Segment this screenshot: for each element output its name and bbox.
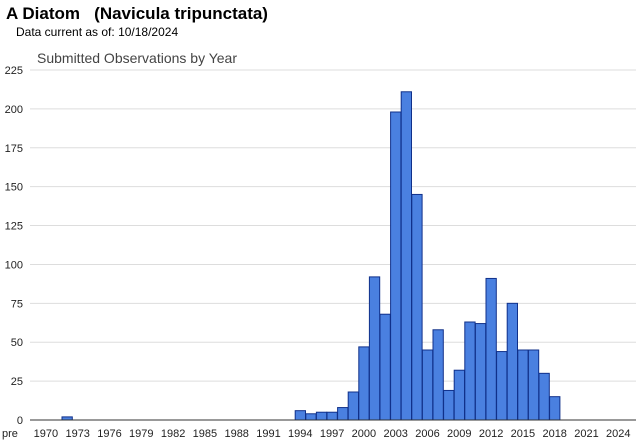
y-tick-label: 175 <box>5 143 23 155</box>
bar-2000 <box>358 346 370 421</box>
species-title: A Diatom (Navicula tripunctata) <box>6 4 268 23</box>
x-tick-label: 1991 <box>256 428 280 440</box>
y-tick-label: 25 <box>11 376 23 388</box>
bar-2015 <box>517 349 529 421</box>
x-tick-label: 2009 <box>447 428 471 440</box>
bar-2003 <box>390 111 402 421</box>
x-tick-label: 1976 <box>97 428 121 440</box>
bar-2004 <box>400 91 413 421</box>
y-tick-label: 200 <box>5 104 23 116</box>
grid-layer <box>30 69 636 382</box>
x-tick-label: 1970 <box>34 428 58 440</box>
data-current-date: 10/18/2024 <box>118 25 179 39</box>
y-tick-label: 0 <box>17 415 23 427</box>
x-tick-label: 1997 <box>320 428 344 440</box>
x-tick-label: 2024 <box>606 428 630 440</box>
y-tick-label: 225 <box>5 65 23 77</box>
x-tick-label: 2018 <box>542 428 566 440</box>
bar-1994 <box>294 410 307 421</box>
x-tick-label: pre <box>2 428 18 440</box>
bar-2001 <box>368 276 381 421</box>
bar-2009 <box>453 369 466 421</box>
bar-1995 <box>305 413 317 421</box>
x-tick-label: 1985 <box>193 428 217 440</box>
x-tick-label: 1973 <box>65 428 89 440</box>
y-tick-label: 125 <box>5 221 23 233</box>
y-tick-label: 100 <box>5 259 23 271</box>
bar-2016 <box>527 349 540 421</box>
bar-2014 <box>506 302 519 421</box>
y-tick-label: 150 <box>5 182 23 194</box>
x-tick-label: 2015 <box>511 428 535 440</box>
bar-2006 <box>421 349 434 421</box>
x-tick-label: 1982 <box>161 428 185 440</box>
bar-1998 <box>337 407 349 421</box>
x-tick-label: 1994 <box>288 428 312 440</box>
bar-2013 <box>496 351 508 421</box>
x-tick-label: 1988 <box>224 428 248 440</box>
y-tick-label: 75 <box>11 298 23 310</box>
x-tick-label: 2003 <box>383 428 407 440</box>
bar-1996 <box>315 411 328 421</box>
axis-layer: 0 25 50 75 100 125 150 175 200 225 pre 1970 1973 1976… <box>2 65 636 440</box>
bar-2005 <box>411 193 423 421</box>
bar-layer <box>61 91 561 421</box>
data-current-line: Data current as of: 10/18/2024 <box>16 25 178 39</box>
bar-2017 <box>538 372 550 421</box>
y-tick-label: 50 <box>11 337 23 349</box>
x-tick-label: 2012 <box>479 428 503 440</box>
bar-2018 <box>549 396 561 421</box>
bar-2012 <box>485 277 497 421</box>
bar-2008 <box>443 389 455 421</box>
x-tick-label: 2006 <box>415 428 439 440</box>
bar-2010 <box>464 321 476 421</box>
bar-2002 <box>379 313 391 421</box>
x-tick-label: 2021 <box>574 428 598 440</box>
x-tick-label: 1979 <box>129 428 153 440</box>
bar-2007 <box>432 329 444 421</box>
chart-title: Submitted Observations by Year <box>37 50 237 66</box>
data-current-label: Data current as of: <box>16 25 115 39</box>
bar-1999 <box>347 391 360 421</box>
x-tick-label: 2000 <box>352 428 376 440</box>
bar-1997 <box>326 411 338 421</box>
bar-2011 <box>474 323 487 421</box>
